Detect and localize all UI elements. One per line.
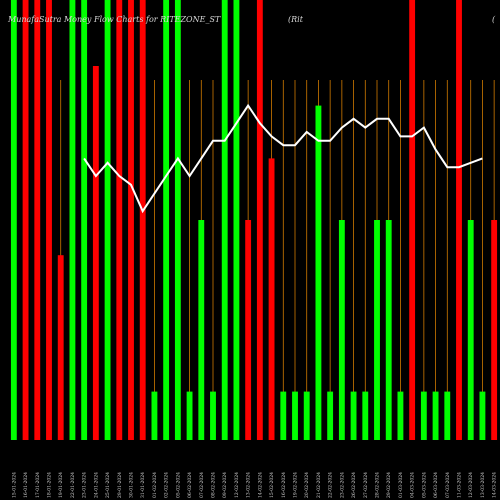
x-tick-label: 07-02-2024 [199, 472, 205, 498]
bar [221, 0, 228, 440]
bars [10, 0, 498, 440]
x-tick-label: 28-02-2024 [375, 472, 381, 498]
bar [69, 0, 76, 440]
bar [81, 0, 88, 440]
x-tick-label: 27-02-2024 [363, 472, 369, 498]
x-tick-label: 21-02-2024 [316, 472, 322, 498]
flow-line [83, 103, 483, 214]
bar [385, 220, 392, 440]
bar [210, 391, 216, 440]
x-tick-label: 19-02-2024 [293, 472, 299, 498]
x-tick-label: 17-01-2024 [35, 472, 41, 498]
x-tick-label: 02-02-2024 [164, 472, 170, 498]
x-tick-label: 06-02-2024 [187, 472, 193, 498]
bar [491, 220, 498, 440]
bar [350, 391, 357, 440]
bar [327, 391, 334, 440]
bar [467, 220, 474, 440]
bar [57, 255, 64, 440]
bar [292, 391, 298, 440]
x-tick-label: 07-03-2024 [445, 472, 451, 498]
x-tick-label: 18-01-2024 [47, 472, 53, 498]
x-tick-label: 20-02-2024 [304, 472, 310, 498]
flow-line-series [83, 103, 483, 214]
bar [256, 0, 263, 440]
x-tick-label: 09-02-2024 [222, 472, 228, 498]
bar [432, 391, 439, 440]
bar [92, 66, 99, 440]
x-tick-label: 05-02-2024 [175, 472, 181, 498]
bar [174, 0, 181, 440]
x-tick-label: 22-02-2024 [328, 472, 334, 498]
x-tick-label: 13-02-2024 [246, 472, 252, 498]
bar [479, 391, 486, 440]
x-tick-label: 15-01-2024 [11, 472, 17, 498]
bar [151, 391, 158, 440]
bar [409, 0, 416, 440]
bar [104, 0, 111, 440]
bar [163, 0, 170, 440]
bar [315, 105, 322, 440]
bar [420, 391, 427, 440]
x-tick-label: 30-01-2024 [129, 472, 135, 498]
x-tick-label: 13-03-2024 [480, 472, 486, 498]
x-tick-label: 16-02-2024 [281, 472, 287, 498]
x-tick-label: 01-03-2024 [398, 472, 404, 498]
x-tick-label: 23-02-2024 [339, 472, 345, 498]
bar [22, 0, 29, 440]
bar [397, 391, 404, 440]
x-tick-label: 29-02-2024 [386, 472, 392, 498]
x-tick-label: 24-01-2024 [93, 472, 99, 498]
bar [233, 0, 240, 440]
bar [245, 220, 252, 440]
x-tick-label: 08-02-2024 [211, 472, 217, 498]
bar [362, 391, 369, 440]
x-tick-label: 16-01-2024 [23, 472, 29, 498]
x-tick-label: 15-02-2024 [269, 472, 275, 498]
x-tick-label: 05-03-2024 [421, 472, 427, 498]
x-tick-label: 12-03-2024 [468, 472, 474, 498]
x-tick-label: 22-01-2024 [70, 472, 76, 498]
x-tick-label: 29-01-2024 [117, 472, 123, 498]
x-tick-label: 04-03-2024 [410, 472, 416, 498]
x-tick-label: 31-01-2024 [140, 472, 146, 498]
x-tick-label: 12-02-2024 [234, 472, 240, 498]
x-tick-label: 01-02-2024 [152, 472, 158, 498]
bar [444, 391, 451, 440]
x-tick-label: 14-02-2024 [257, 472, 263, 498]
x-tick-label: 06-03-2024 [433, 472, 439, 498]
chart-title-right: (Rit [288, 15, 304, 24]
bar [198, 220, 205, 440]
bar [374, 220, 380, 440]
bar [139, 0, 146, 440]
bar [456, 0, 462, 440]
bar [303, 391, 310, 440]
bar [280, 391, 287, 440]
x-tick-label: 23-01-2024 [82, 472, 88, 498]
x-tick-label: 25-01-2024 [105, 472, 111, 498]
bar [186, 391, 193, 440]
bar [338, 220, 345, 440]
x-tick-labels: 15-01-2024 16-01-2024 17-01-2024 18-01-2024… [11, 472, 497, 498]
bar [128, 0, 134, 440]
x-tick-label: 11-03-2024 [457, 472, 463, 498]
bar [46, 0, 52, 440]
chart-title: MunafaSutra Money Flow Charts for RITEZO… [7, 15, 221, 24]
bar [34, 0, 41, 440]
bar [10, 0, 17, 440]
x-tick-label: 19-01-2024 [58, 472, 64, 498]
bar [116, 0, 123, 440]
chart-title-far-right: ( [492, 15, 496, 24]
x-tick-label: 14-03-2024 [492, 472, 498, 498]
x-tick-label: 26-02-2024 [351, 472, 357, 498]
bar [268, 158, 275, 440]
